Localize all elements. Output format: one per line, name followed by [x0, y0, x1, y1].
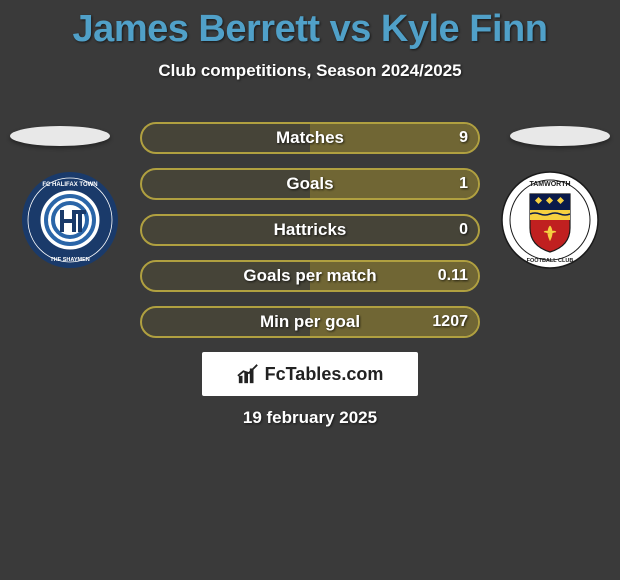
- bar-chart-icon: [237, 363, 259, 385]
- stat-label: Goals per match: [142, 262, 478, 290]
- stat-label: Min per goal: [142, 308, 478, 336]
- page-subtitle: Club competitions, Season 2024/2025: [0, 61, 620, 81]
- stat-label: Goals: [142, 170, 478, 198]
- date-text: 19 february 2025: [0, 408, 620, 428]
- svg-text:FC HALIFAX TOWN: FC HALIFAX TOWN: [42, 182, 97, 188]
- stat-row-hattricks: Hattricks 0: [140, 214, 480, 246]
- stats-container: Matches 9 Goals 1 Hattricks 0 Goals per …: [140, 122, 480, 352]
- brand-badge: FcTables.com: [202, 352, 418, 396]
- halifax-crest-icon: FC HALIFAX TOWN THE SHAYMEN: [20, 170, 120, 270]
- stat-row-matches: Matches 9: [140, 122, 480, 154]
- player-shadow-right: [510, 126, 610, 146]
- stat-row-goals-per-match: Goals per match 0.11: [140, 260, 480, 292]
- stat-value-right: 0: [459, 216, 468, 244]
- stat-value-right: 9: [459, 124, 468, 152]
- club-crest-right: TAMWORTH FOOTBALL CLUB: [500, 170, 600, 270]
- stat-row-goals: Goals 1: [140, 168, 480, 200]
- stat-value-right: 0.11: [438, 262, 468, 290]
- comparison-infographic: James Berrett vs Kyle Finn Club competit…: [0, 0, 620, 580]
- svg-text:THE SHAYMEN: THE SHAYMEN: [50, 257, 90, 263]
- stat-label: Matches: [142, 124, 478, 152]
- page-title: James Berrett vs Kyle Finn: [0, 0, 620, 51]
- stat-value-right: 1207: [432, 308, 468, 336]
- tamworth-crest-icon: TAMWORTH FOOTBALL CLUB: [500, 170, 600, 270]
- svg-text:TAMWORTH: TAMWORTH: [529, 181, 570, 188]
- stat-label: Hattricks: [142, 216, 478, 244]
- stat-value-right: 1: [459, 170, 468, 198]
- stat-row-min-per-goal: Min per goal 1207: [140, 306, 480, 338]
- player-shadow-left: [10, 126, 110, 146]
- brand-label: FcTables.com: [265, 364, 384, 385]
- club-crest-left: FC HALIFAX TOWN THE SHAYMEN: [20, 170, 120, 270]
- svg-text:FOOTBALL CLUB: FOOTBALL CLUB: [527, 258, 574, 264]
